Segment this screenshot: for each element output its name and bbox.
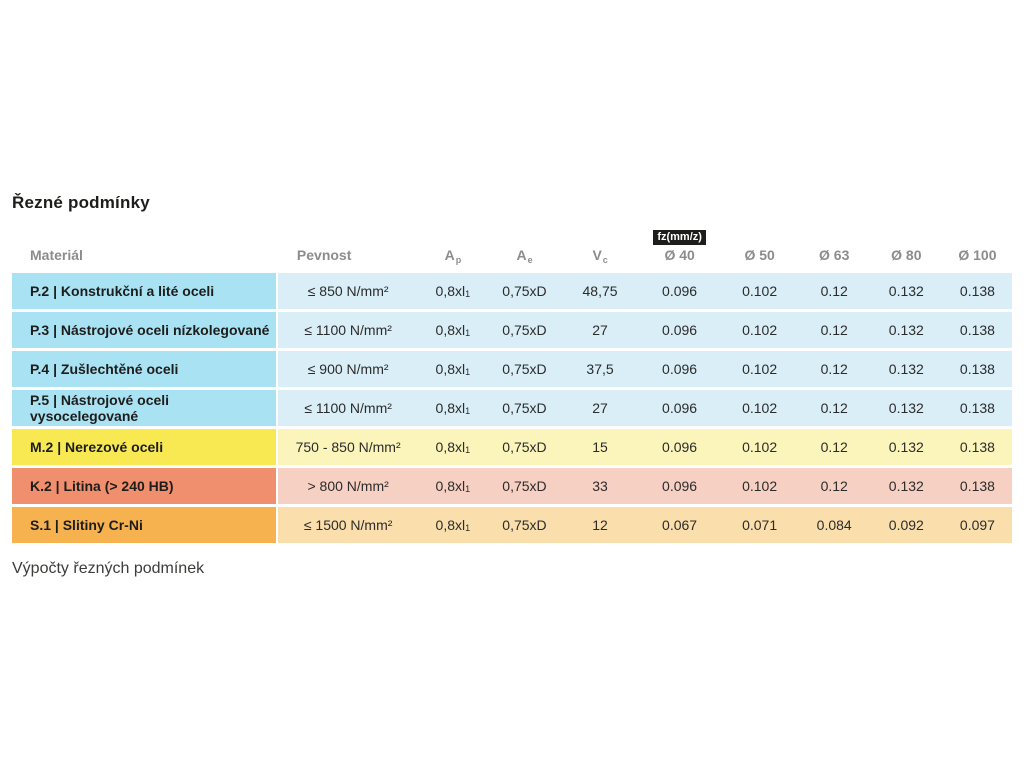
pevnost-cell: 750 - 850 N/mm² [277,429,419,465]
fz-unit-badge: fz(mm/z) [653,230,706,245]
vc-cell: 12 [561,507,639,543]
fz-d50-cell: 0.102 [720,312,799,348]
fz-d80-cell: 0.132 [869,273,943,309]
ae-cell: 0,75xD [487,351,562,387]
fz-d50-cell: 0.102 [720,468,799,504]
fz-d40-cell: 0.096 [638,468,721,504]
header-d40: fz(mm/z) Ø 40 [639,230,721,269]
material-cell: P.4 | Zušlechtěné oceli [12,351,276,387]
material-cell: K.2 | Litina (> 240 HB) [12,468,276,504]
ap-cell: 0,8xl 1 [418,273,488,309]
fz-d50-cell: 0.102 [720,351,799,387]
header-d80: Ø 80 [891,247,922,263]
ap-cell: 0,8xl 1 [418,429,488,465]
fz-d63-cell: 0.12 [798,273,870,309]
fz-d40-cell: 0.096 [638,390,721,426]
fz-d80-cell: 0.132 [869,351,943,387]
table-row-s1: S.1 | Slitiny Cr-Ni ≤ 1500 N/mm² 0,8xl 1 … [12,507,1013,543]
pevnost-cell: ≤ 1100 N/mm² [277,312,419,348]
ap-cell: 0,8xl 1 [418,507,488,543]
pevnost-cell: ≤ 1500 N/mm² [277,507,419,543]
vc-cell: 33 [561,468,639,504]
pevnost-cell: ≤ 1100 N/mm² [277,390,419,426]
table-row-p3: P.3 | Nástrojové oceli nízkolegované ≤ 1… [12,312,1013,348]
ap-cell: 0,8xl 1 [418,351,488,387]
ae-cell: 0,75xD [487,429,562,465]
fz-d40-cell: 0.067 [638,507,721,543]
fz-d80-cell: 0.132 [869,468,943,504]
material-cell: P.2 | Konstrukční a lité oceli [12,273,276,309]
material-cell: S.1 | Slitiny Cr-Ni [12,507,276,543]
table-row-m2: M.2 | Nerezové oceli 750 - 850 N/mm² 0,8… [12,429,1013,465]
material-cell: P.5 | Nástrojové oceli vysocelegované [12,390,276,426]
ae-cell: 0,75xD [487,312,562,348]
fz-d100-cell: 0.138 [942,468,1013,504]
table-row-p4: P.4 | Zušlechtěné oceli ≤ 900 N/mm² 0,8x… [12,351,1013,387]
fz-d50-cell: 0.102 [720,429,799,465]
fz-d63-cell: 0.12 [798,312,870,348]
fz-d63-cell: 0.12 [798,390,870,426]
fz-d100-cell: 0.138 [942,312,1013,348]
table-row-k2: K.2 | Litina (> 240 HB) > 800 N/mm² 0,8x… [12,468,1013,504]
ap-cell: 0,8xl 1 [418,312,488,348]
ap-cell: 0,8xl 1 [418,468,488,504]
vc-cell: 27 [561,312,639,348]
fz-d40-cell: 0.096 [638,351,721,387]
pevnost-cell: > 800 N/mm² [277,468,419,504]
header-d50: Ø 50 [744,247,775,263]
table-row-p5: P.5 | Nástrojové oceli vysocelegované ≤ … [12,390,1013,426]
fz-d80-cell: 0.132 [869,390,943,426]
vc-cell: 37,5 [561,351,639,387]
vc-cell: 15 [561,429,639,465]
fz-d40-cell: 0.096 [638,273,721,309]
fz-d50-cell: 0.071 [720,507,799,543]
table-row-p2: P.2 | Konstrukční a lité oceli ≤ 850 N/m… [12,273,1013,309]
fz-d40-cell: 0.096 [638,312,721,348]
ae-cell: 0,75xD [487,468,562,504]
fz-d63-cell: 0.12 [798,429,870,465]
header-pevnost: Pevnost [296,247,352,263]
ae-cell: 0,75xD [487,507,562,543]
header-d63: Ø 63 [819,247,850,263]
vc-cell: 27 [561,390,639,426]
ap-cell: 0,8xl 1 [418,390,488,426]
fz-d80-cell: 0.132 [869,429,943,465]
ae-cell: 0,75xD [487,390,562,426]
fz-d100-cell: 0.138 [942,351,1013,387]
section-heading-calculations: Výpočty řezných podmínek [12,560,205,577]
fz-d100-cell: 0.138 [942,390,1013,426]
fz-d100-cell: 0.097 [942,507,1013,543]
fz-d63-cell: 0.12 [798,351,870,387]
fz-d63-cell: 0.084 [798,507,870,543]
vc-cell: 48,75 [561,273,639,309]
page-title: Řezné podmínky [12,193,150,212]
fz-d100-cell: 0.138 [942,429,1013,465]
header-d100: Ø 100 [958,247,997,263]
fz-d80-cell: 0.132 [869,312,943,348]
fz-d50-cell: 0.102 [720,273,799,309]
fz-d100-cell: 0.138 [942,273,1013,309]
ae-cell: 0,75xD [487,273,562,309]
pevnost-cell: ≤ 900 N/mm² [277,351,419,387]
pevnost-cell: ≤ 850 N/mm² [277,273,419,309]
header-material: Materiál [30,247,83,263]
fz-d80-cell: 0.092 [869,507,943,543]
fz-d40-cell: 0.096 [638,429,721,465]
material-cell: P.3 | Nástrojové oceli nízkolegované [12,312,276,348]
material-cell: M.2 | Nerezové oceli [12,429,276,465]
fz-d50-cell: 0.102 [720,390,799,426]
fz-d63-cell: 0.12 [798,468,870,504]
